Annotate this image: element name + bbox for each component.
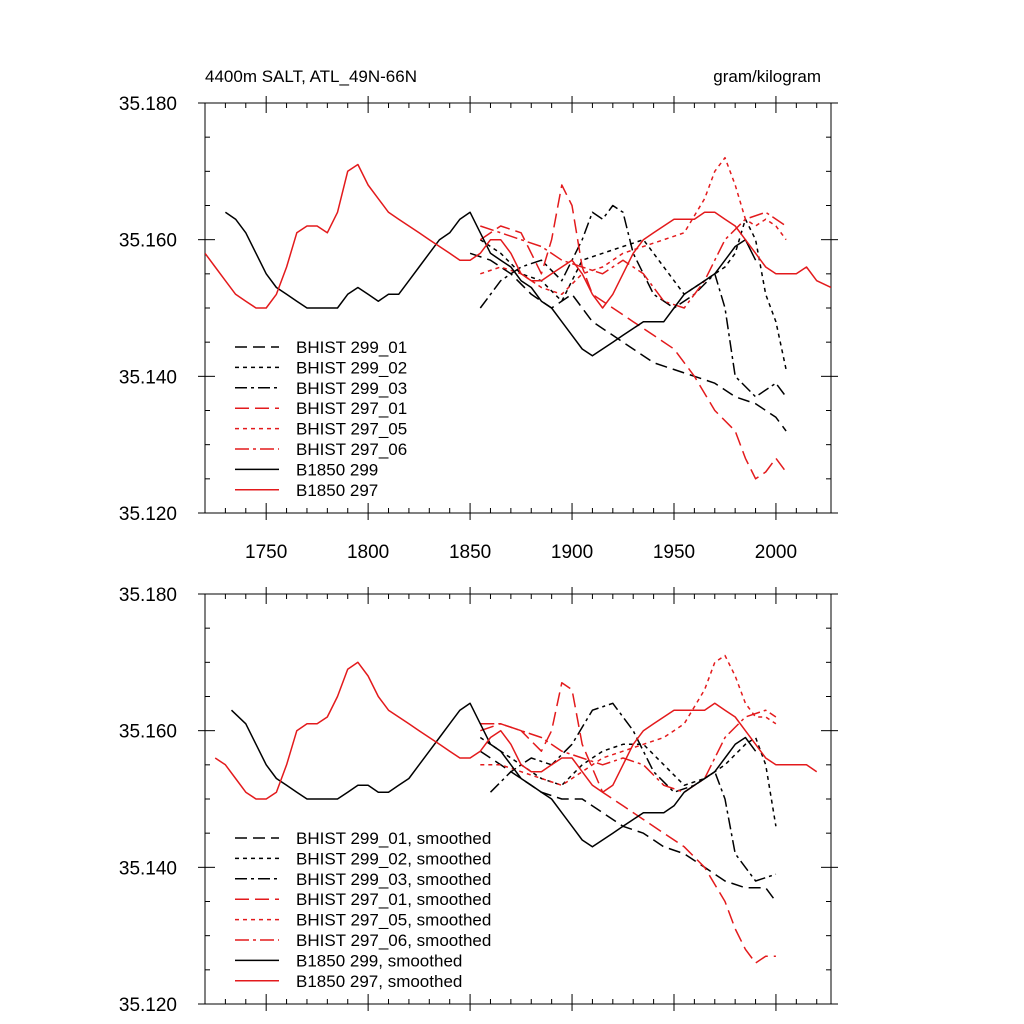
legend-label: BHIST 299_01, smoothed xyxy=(296,829,491,848)
legend-label: B1850 297 xyxy=(296,481,378,500)
legend-label: BHIST 299_03 xyxy=(296,379,407,398)
y-tick-label: 35.120 xyxy=(119,995,177,1016)
y-tick-label: 35.180 xyxy=(119,585,177,606)
series-line-2 xyxy=(479,736,777,827)
series-group xyxy=(205,156,831,480)
y-tick-label: 35.120 xyxy=(119,504,177,525)
y-tick-label: 35.140 xyxy=(119,367,177,388)
legend-label: BHIST 297_06 xyxy=(296,440,407,459)
series-line-4 xyxy=(479,184,787,480)
units-label: gram/kilogram xyxy=(713,67,821,86)
series-line-6 xyxy=(480,709,777,793)
series-line-5 xyxy=(480,156,787,296)
series-line-3 xyxy=(489,702,777,882)
legend-label: BHIST 297_01, smoothed xyxy=(296,890,491,909)
legend-label: B1850 299 xyxy=(296,460,378,479)
chart-title: 4400m SALT, ATL_49N-66N xyxy=(205,67,417,86)
y-tick-label: 35.160 xyxy=(119,722,177,743)
y-tick-label: 35.140 xyxy=(119,858,177,879)
legend-label: B1850 299, smoothed xyxy=(296,951,462,970)
legend-label: B1850 297, smoothed xyxy=(296,972,462,991)
series-line-1 xyxy=(469,252,787,432)
series-line-7 xyxy=(230,702,757,848)
series-line-6 xyxy=(480,211,787,309)
x-tick-label: 1950 xyxy=(653,542,695,563)
series-line-3 xyxy=(479,204,787,398)
chart-panel-2: 35.120 35.140 35.160 35.180 BHIST 299_01, sm… xyxy=(119,585,838,1016)
legend-label: BHIST 297_06, smoothed xyxy=(296,931,491,950)
series-line-4 xyxy=(480,682,776,964)
series-line-2 xyxy=(479,218,787,370)
series-line-8 xyxy=(205,163,831,309)
series-line-8 xyxy=(214,661,818,800)
legend-label: BHIST 299_01 xyxy=(296,338,407,357)
legend-label: BHIST 297_01 xyxy=(296,399,407,418)
legend-label: BHIST 299_02, smoothed xyxy=(296,849,491,868)
chart-panel-1: 1750 1800 1850 1900 1950 2000 35.120 35.140 35.1… xyxy=(119,67,838,563)
legend-label: BHIST 297_05 xyxy=(296,420,407,439)
x-tick-label: 1750 xyxy=(245,542,287,563)
series-group xyxy=(214,654,818,964)
x-tick-label: 1900 xyxy=(551,542,593,563)
x-tick-label: 1850 xyxy=(449,542,491,563)
legend-label: BHIST 299_02 xyxy=(296,358,407,377)
legend-label: BHIST 297_05, smoothed xyxy=(296,911,491,930)
y-tick-label: 35.160 xyxy=(119,231,177,252)
series-line-7 xyxy=(224,211,757,357)
x-tick-label: 1800 xyxy=(347,542,389,563)
series-line-5 xyxy=(480,654,777,787)
legend-label: BHIST 299_03, smoothed xyxy=(296,870,491,889)
y-tick-label: 35.180 xyxy=(119,94,177,115)
series-line-1 xyxy=(479,750,777,902)
x-tick-label: 2000 xyxy=(755,542,797,563)
